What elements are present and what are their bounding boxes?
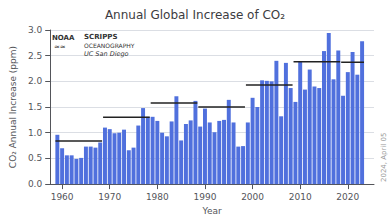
svg-text:NOAA: NOAA (52, 34, 75, 42)
svg-text:1990: 1990 (194, 192, 217, 202)
svg-text:0.0: 0.0 (28, 179, 43, 189)
svg-text:CO₂ Annual Increase (ppm): CO₂ Annual Increase (ppm) (8, 46, 18, 168)
svg-text:0.5: 0.5 (28, 153, 42, 163)
svg-text:1.0: 1.0 (28, 128, 43, 138)
svg-text:2020: 2020 (336, 192, 359, 202)
svg-text:Year: Year (202, 206, 222, 216)
svg-text:1970: 1970 (98, 192, 121, 202)
svg-text:2.5: 2.5 (28, 51, 42, 61)
svg-text:UC San Diego: UC San Diego (84, 50, 129, 58)
svg-text:2.0: 2.0 (28, 76, 43, 86)
svg-text:2000: 2000 (241, 192, 264, 202)
svg-text:SCRIPPS: SCRIPPS (84, 33, 117, 41)
svg-text:≈≈: ≈≈ (54, 43, 66, 51)
svg-text:2010: 2010 (289, 192, 312, 202)
svg-text:1.5: 1.5 (28, 102, 42, 112)
svg-text:2024, April 05: 2024, April 05 (380, 133, 388, 182)
svg-text:1960: 1960 (51, 192, 74, 202)
svg-text:3.0: 3.0 (28, 25, 43, 35)
svg-text:Annual Global Increase of CO₂: Annual Global Increase of CO₂ (105, 8, 285, 22)
svg-text:OCEANOGRAPHY: OCEANOGRAPHY (84, 42, 135, 49)
svg-text:1980: 1980 (146, 192, 169, 202)
